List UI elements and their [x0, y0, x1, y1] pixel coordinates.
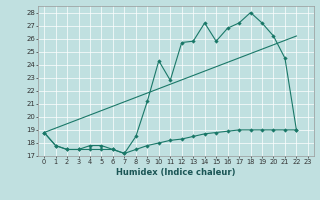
X-axis label: Humidex (Indice chaleur): Humidex (Indice chaleur) [116, 168, 236, 177]
